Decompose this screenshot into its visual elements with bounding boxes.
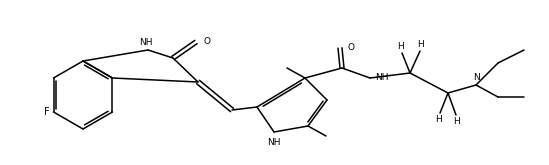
Text: NH: NH xyxy=(267,138,281,147)
Text: NH: NH xyxy=(375,73,389,82)
Text: H: H xyxy=(453,117,461,126)
Text: H: H xyxy=(435,115,442,124)
Text: N: N xyxy=(473,73,479,82)
Text: O: O xyxy=(204,37,211,47)
Text: O: O xyxy=(347,44,354,52)
Text: H: H xyxy=(397,42,405,51)
Text: NH: NH xyxy=(139,38,153,47)
Text: H: H xyxy=(418,40,424,49)
Text: F: F xyxy=(44,107,49,117)
